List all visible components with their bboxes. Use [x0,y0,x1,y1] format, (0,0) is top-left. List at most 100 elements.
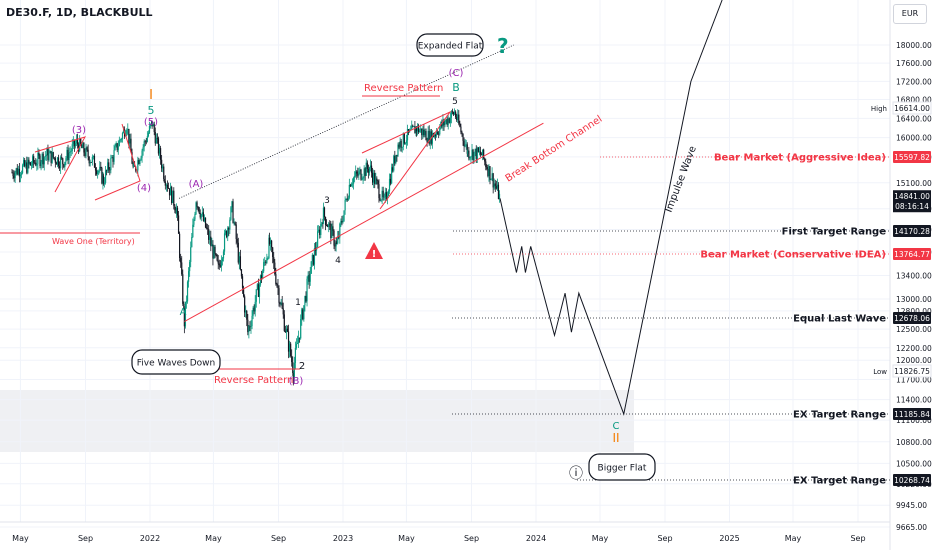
candle-body [173,190,175,206]
candle-body [116,143,118,151]
reverse-pattern-top-label: Reverse Pattern [364,83,443,94]
candle-body [98,171,100,172]
candle-body [303,305,305,320]
candle-body [291,355,293,363]
wave-label: I [149,88,153,103]
candle-body [336,242,338,244]
candle-body [446,119,448,125]
x-tick-label: Sep [78,534,93,543]
axis-badge-value: 14841.00 [894,192,930,201]
candle-body [461,132,463,135]
candle-body [211,244,213,247]
candle-body [232,201,234,223]
candle-body [16,168,18,175]
candle-body [24,159,26,167]
x-tick-label: 2023 [333,534,353,543]
candle-body [347,197,349,201]
candle-body [257,284,259,297]
candle-body [423,129,425,136]
candle-body [277,285,279,289]
candle-body [307,275,309,279]
candle-body [241,276,244,288]
candle-body [203,217,206,221]
candle-body [447,118,449,125]
candle-body [131,152,133,164]
candle-body [383,196,385,198]
price-level-value: 13764.77 [894,250,930,259]
axis-badge [892,364,932,378]
currency-button[interactable]: EUR [893,4,927,24]
candle-body [107,162,109,171]
candle-body [162,166,164,169]
candle-body [451,111,454,113]
candle-body [488,166,490,176]
candle-body [264,261,266,263]
candle-body [221,258,224,262]
candle-body [389,178,392,184]
wedge-left-2 [94,123,141,201]
candle-body [229,219,231,230]
candle-body [225,230,227,234]
candle-body [367,169,369,173]
candle-body [374,172,376,185]
candle-body [189,261,191,272]
candle-body [355,171,357,176]
candle-body [288,343,291,352]
candle-body [216,254,218,261]
candle-body [456,117,458,120]
candle-body [86,147,88,150]
candle-body [168,188,171,196]
candle-body [158,148,161,154]
five-waves-down-callout-text: Five Waves Down [137,359,216,369]
candle-body [220,261,222,267]
y-tick-label: 18000.00 [896,41,932,50]
candle-body [32,156,34,166]
candle-body [395,154,397,164]
candle-body [192,224,194,238]
candle-body [301,309,303,319]
candle-body [380,200,382,201]
price-level-label: Bear Market (Aggressive Idea) [714,153,886,164]
candle-body [106,170,108,172]
candle-body [190,247,192,262]
candle-body [172,190,174,204]
candle-body [339,223,341,238]
projection-path [499,0,723,416]
x-tick-label: Sep [657,534,672,543]
candle-body [103,182,106,184]
candle-body [18,168,20,177]
x-tick-label: May [398,534,415,543]
candle-body [337,236,339,244]
candle-body [11,172,13,174]
candle-body [242,287,245,297]
candle-body [313,248,316,265]
wave-label: (3) [72,125,86,136]
candle-body [306,278,308,302]
candle-body [218,263,220,266]
candle-body [156,137,159,139]
x-tick-label: May [785,534,802,543]
candle-body [416,125,419,132]
candle-body [441,122,443,127]
candle-body [42,153,44,165]
candle-body [335,242,337,247]
candle-body [490,179,492,180]
candle-body [180,257,182,263]
candle-body [414,126,416,134]
candle-body [155,137,157,144]
candle-body [331,226,333,239]
candle-body [474,148,476,152]
candle-body [167,187,170,189]
axis-badge-value: 16614.00 [894,104,930,113]
expanded-flat-callout-box [416,33,484,57]
candle-body [359,169,361,172]
candle-body [37,152,39,165]
candle-body [351,183,354,185]
candle-body [50,151,52,163]
candle-body [293,362,295,379]
candle-body [35,162,37,166]
price-level-badge [893,474,931,486]
candle-body [108,162,110,170]
